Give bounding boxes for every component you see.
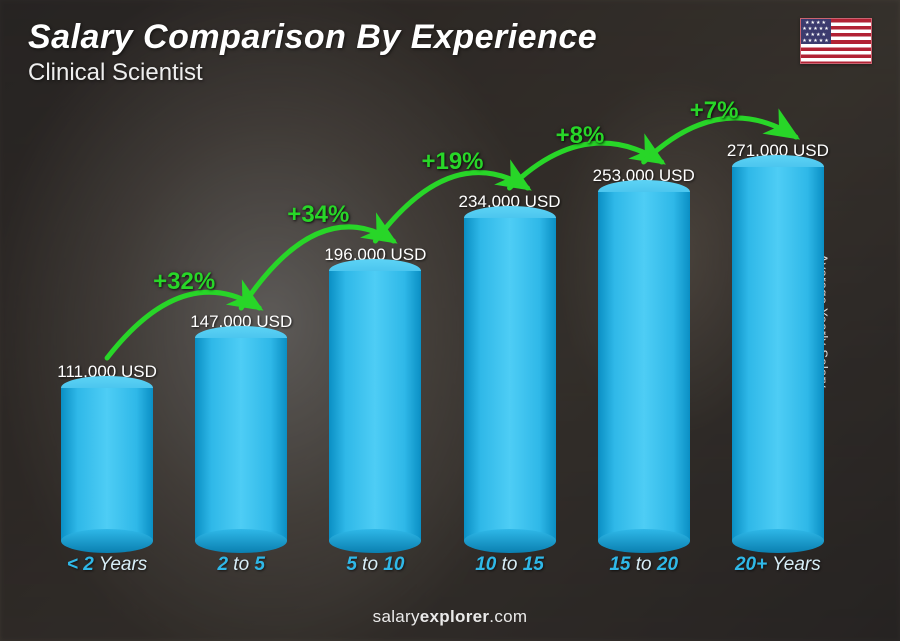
brand-bold: explorer [420,607,490,626]
bar-cylinder [598,192,690,541]
bar-cylinder [732,167,824,541]
growth-percent-label: +7% [690,97,739,125]
title-block: Salary Comparison By Experience Clinical… [28,18,597,87]
growth-percent-label: +32% [153,268,215,296]
x-axis-label: < 2 Years [40,554,174,576]
page-title: Salary Comparison By Experience [28,18,597,57]
bar-cylinder [195,338,287,541]
bar: 147,000 USD [174,312,308,541]
brand-suffix: .com [489,607,527,626]
chart: 111,000 USD147,000 USD196,000 USD234,000… [40,106,845,576]
x-axis-label: 15 to 20 [577,554,711,576]
growth-percent-label: +19% [421,148,483,176]
growth-percent-label: +34% [287,201,349,229]
bar: 196,000 USD [308,245,442,541]
bar: 253,000 USD [577,166,711,541]
bar: 234,000 USD [442,192,576,541]
page-subtitle: Clinical Scientist [28,59,597,87]
bar-cylinder [464,218,556,541]
bar-cylinder [329,271,421,541]
footer-brand: salaryexplorer.com [0,607,900,627]
x-axis-label: 10 to 15 [442,554,576,576]
x-axis-label: 20+ Years [711,554,845,576]
brand-prefix: salary [373,607,420,626]
x-axis-label: 2 to 5 [174,554,308,576]
bar: 111,000 USD [40,362,174,541]
bar-cylinder [61,388,153,541]
x-axis-label: 5 to 10 [308,554,442,576]
x-axis-labels: < 2 Years2 to 55 to 1010 to 1515 to 2020… [40,554,845,576]
header: Salary Comparison By Experience Clinical… [28,18,872,87]
flag-icon [800,18,872,64]
growth-percent-label: +8% [556,122,605,150]
bar: 271,000 USD [711,141,845,541]
